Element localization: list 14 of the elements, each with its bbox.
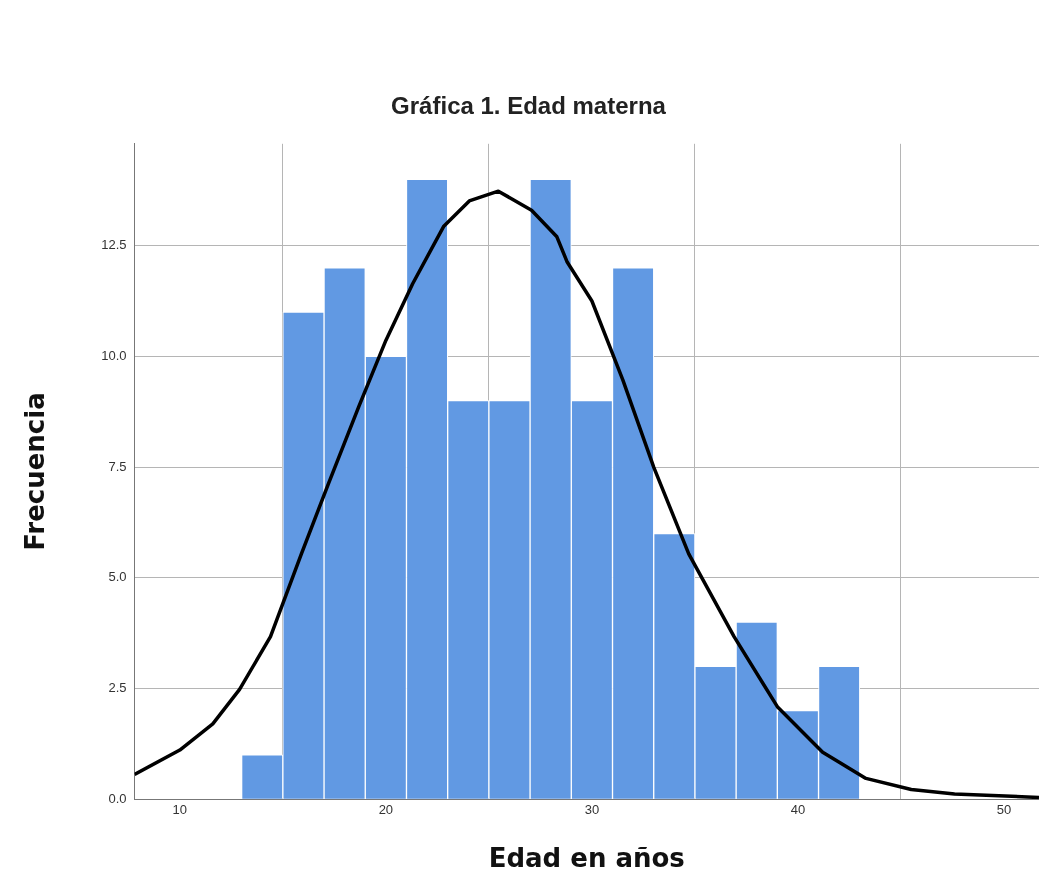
x-axis-title: Edad en años (488, 843, 685, 874)
x-tick-label: 10 (172, 801, 188, 817)
x-tick-label: 20 (378, 801, 394, 817)
y-tick-label: 7.5 (108, 458, 127, 474)
y-axis-title: Frecuencia (20, 392, 51, 551)
y-tick-label: 2.5 (108, 680, 127, 696)
x-tick-label: 30 (584, 801, 600, 817)
y-tick-label: 5.0 (108, 569, 127, 585)
y-tick-label: 12.5 (101, 237, 127, 253)
chart-title: Gráfica 1. Edad materna (391, 92, 667, 120)
y-tick-label: 0.0 (108, 790, 127, 806)
x-tick-label: 50 (996, 801, 1012, 817)
y-tick-label: 10.0 (101, 347, 127, 363)
x-tick-label: 40 (790, 801, 806, 817)
